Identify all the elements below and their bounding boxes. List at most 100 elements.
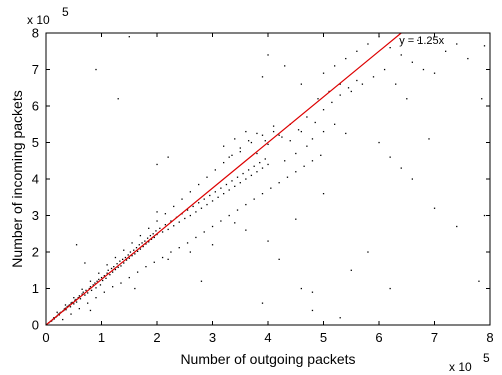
data-point [345,132,347,135]
data-point [198,202,200,204]
data-point [428,138,430,140]
data-point [63,308,66,310]
data-point [128,36,130,38]
data-point [139,248,142,250]
data-point [161,256,164,259]
axis-ticks: 0 1 2 3 4 5 6 7 8 0 1 2 3 4 5 6 7 8 [32,26,494,346]
data-point [223,145,225,147]
data-point [107,269,109,271]
plot-frame [45,32,491,326]
x-axis-label: Number of outgoing packets [180,351,355,367]
data-point [123,262,125,264]
data-point [200,280,203,282]
data-point [220,187,222,189]
data-point [164,224,167,226]
x-scale-multiplier: x 10 5 [449,351,490,374]
data-point [245,229,247,231]
data-point [173,205,175,208]
data-point [239,182,241,184]
data-point [225,183,228,186]
data-point [127,254,129,256]
x-tick-label: 8 [486,330,493,345]
data-point [267,163,269,166]
data-point [167,228,169,231]
data-point [90,289,93,292]
data-point [267,240,269,242]
data-point [189,214,191,217]
data-point [231,154,233,156]
data-point [311,309,314,312]
data-point [261,167,264,169]
data-point [300,83,302,85]
data-point [411,178,413,180]
data-point [156,163,158,166]
data-point [139,234,142,237]
data-point [389,47,391,49]
data-point [75,298,77,301]
data-point [389,287,391,290]
data-point [267,54,269,56]
data-point [99,284,102,286]
data-point [456,43,458,45]
data-point [64,304,67,306]
data-point [214,169,216,171]
data-point [311,160,314,162]
data-point [433,72,436,74]
data-point [112,271,114,273]
data-point [144,240,146,242]
data-point [339,317,341,319]
data-point [347,87,350,89]
data-point [85,289,87,292]
data-point [136,250,139,252]
data-point [236,176,239,178]
data-point [295,171,297,173]
data-point [133,249,135,251]
data-point [178,247,180,249]
data-point [95,297,97,299]
data-point [284,160,286,162]
data-point [56,311,58,313]
x-tick-label: 3 [209,330,216,345]
y-scale-base: x 10 [27,13,50,27]
data-point [81,293,83,295]
data-point [124,256,127,259]
data-point [186,242,189,244]
data-point [128,257,130,259]
data-point [317,98,319,100]
x-tick-label: 2 [153,330,160,345]
y-tick-label: 0 [32,318,39,333]
data-point [272,130,275,133]
data-point [334,65,336,67]
data-point [120,265,122,267]
data-point [134,253,136,255]
data-point [131,255,133,257]
data-point [261,302,264,304]
data-point [81,288,83,290]
data-point [62,318,64,321]
data-point [153,261,155,263]
data-point [113,266,115,268]
data-point [228,156,230,158]
data-point [334,123,336,125]
data-point [483,45,486,47]
data-point [135,247,138,249]
data-point [131,242,133,244]
data-point [84,262,86,264]
y-tick-label: 4 [32,172,39,187]
data-point [103,291,105,293]
data-point [195,236,197,239]
data-point [184,217,186,220]
data-point [264,158,266,160]
data-point [247,169,250,171]
data-point [95,287,97,289]
data-point [245,178,247,180]
data-point [203,198,205,200]
data-point [145,266,147,268]
data-point [66,306,68,308]
fit-line [45,32,402,326]
data-point [87,292,89,294]
y-tick-label: 7 [32,62,39,77]
data-point [95,68,97,71]
data-point [361,83,364,85]
data-point [146,237,149,239]
